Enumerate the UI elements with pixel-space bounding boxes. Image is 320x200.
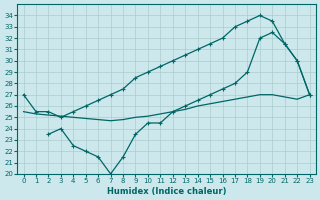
X-axis label: Humidex (Indice chaleur): Humidex (Indice chaleur) bbox=[107, 187, 226, 196]
